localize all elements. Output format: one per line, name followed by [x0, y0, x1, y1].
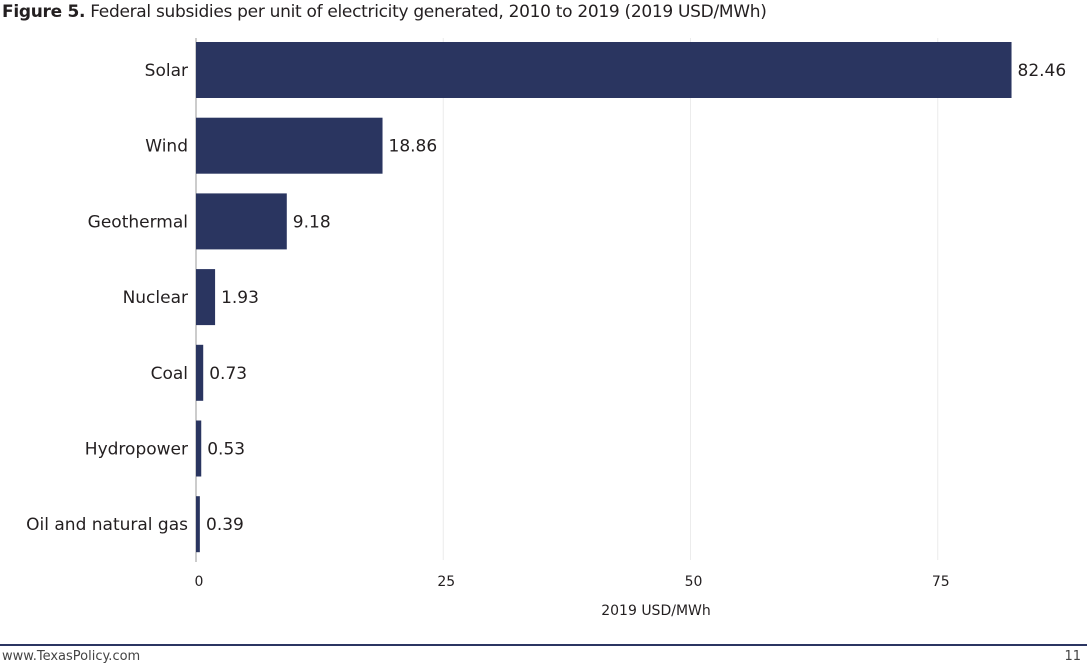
footer-divider: [0, 644, 1087, 646]
category-label: Geothermal: [88, 212, 188, 232]
bar-wind: [196, 117, 383, 174]
bar-geothermal: [196, 193, 287, 250]
chart-title: Figure 5. Federal subsidies per unit of …: [2, 2, 767, 22]
figure-caption: Federal subsidies per unit of electricit…: [90, 2, 767, 22]
category-label: Coal: [151, 364, 188, 384]
value-label: 0.73: [209, 364, 247, 384]
x-axis-label: 2019 USD/MWh: [601, 603, 711, 619]
category-label: Oil and natural gas: [26, 515, 188, 535]
category-label: Wind: [145, 137, 188, 157]
x-tick-label: 0: [195, 574, 204, 590]
footer-url[interactable]: www.TexasPolicy.com: [2, 649, 141, 664]
value-label: 1.93: [221, 288, 259, 308]
x-tick-label: 75: [932, 574, 950, 590]
value-label: 82.46: [1018, 61, 1067, 81]
bar-solar: [196, 42, 1012, 98]
bar-oil-and-natural-gas: [196, 496, 200, 553]
value-label: 9.18: [293, 212, 331, 232]
figure-label: Figure 5.: [2, 2, 86, 22]
bar-hydropower: [196, 420, 202, 477]
category-label: Nuclear: [123, 288, 188, 308]
value-label: 0.39: [206, 515, 244, 535]
value-label: 0.53: [207, 440, 245, 460]
x-tick-label: 50: [685, 574, 703, 590]
bar-chart: 0 25 50 75 Solar 82.46 Wind 18.86 Geothermal 9.18…: [26, 38, 1067, 619]
page-number: 11: [1064, 649, 1081, 664]
category-label: Hydropower: [85, 440, 188, 460]
category-label: Solar: [145, 61, 188, 81]
bar-nuclear: [196, 269, 216, 326]
bar-coal: [196, 344, 204, 401]
value-label: 18.86: [389, 137, 438, 157]
x-tick-label: 25: [437, 574, 455, 590]
